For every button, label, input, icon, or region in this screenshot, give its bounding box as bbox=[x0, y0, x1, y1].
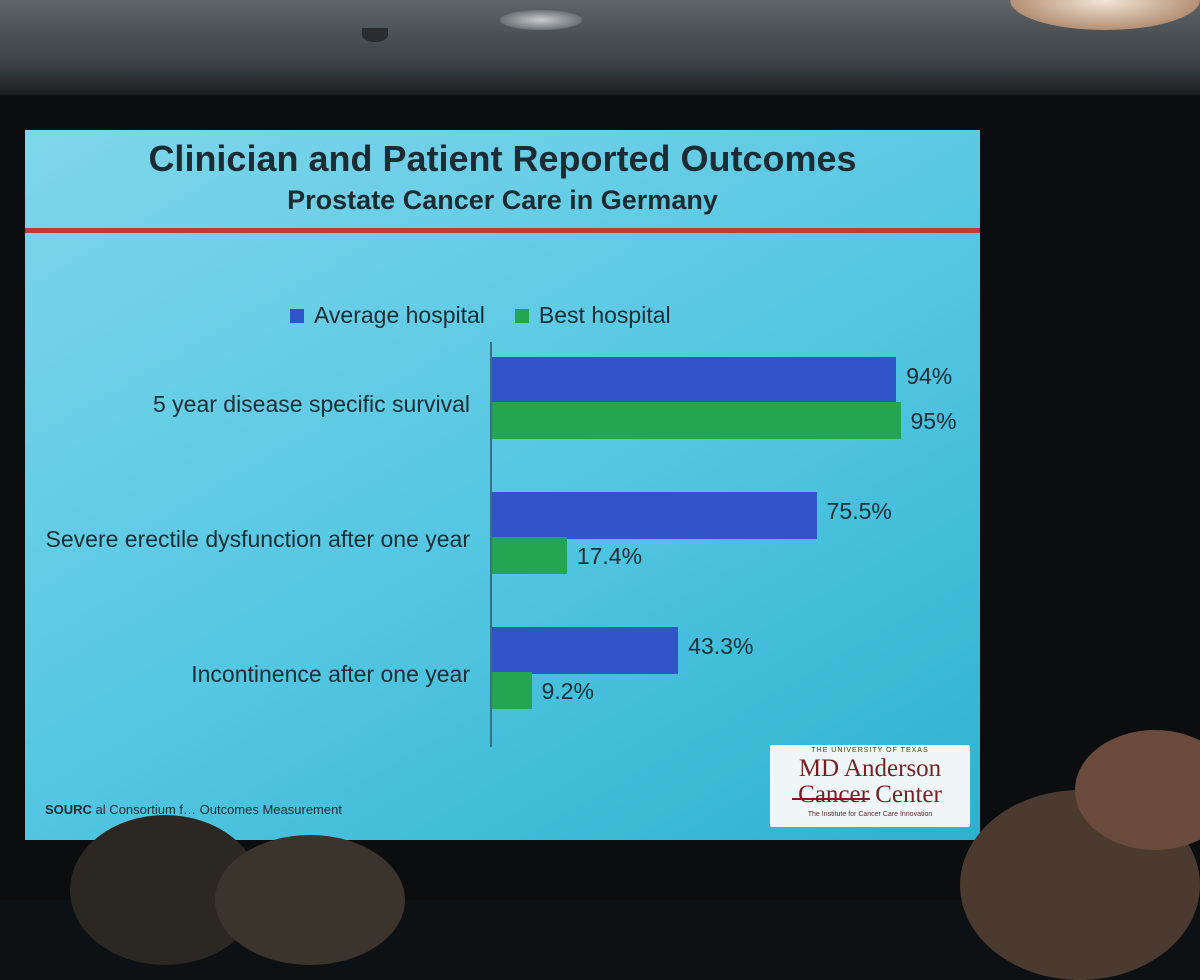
chart-title: Clinician and Patient Reported Outcomes bbox=[148, 138, 857, 179]
chart-legend: Average hospital Best hospital bbox=[290, 302, 671, 329]
category-label: Severe erectile dysfunction after one ye… bbox=[45, 526, 470, 552]
source-prefix: SOURC bbox=[45, 802, 92, 817]
ceiling-sprinkler bbox=[362, 28, 388, 42]
data-label: 94% bbox=[906, 363, 953, 389]
logo-line-1: MD Anderson bbox=[798, 755, 942, 782]
logo-tagline: The Institute for Cancer Care Innovation bbox=[807, 811, 933, 818]
legend-label-average: Average hospital bbox=[314, 302, 485, 328]
bar-best bbox=[492, 537, 567, 574]
room-ceiling bbox=[0, 0, 1200, 95]
presentation-slide: Clinician and Patient Reported Outcomes … bbox=[25, 130, 980, 840]
data-label: 75.5% bbox=[826, 498, 892, 524]
chart-subtitle: Prostate Cancer Care in Germany bbox=[287, 185, 718, 215]
data-label: 43.3% bbox=[688, 633, 754, 659]
legend-swatch-average bbox=[290, 308, 304, 323]
data-label: 9.2% bbox=[541, 678, 594, 704]
title-divider bbox=[25, 228, 980, 233]
category-label: 5 year disease specific survival bbox=[152, 391, 470, 417]
ceiling-light bbox=[500, 10, 582, 30]
category-axis-line bbox=[490, 342, 492, 747]
md-anderson-logo: THE UNIVERSITY OF TEXAS MD Anderson Canc… bbox=[770, 745, 970, 827]
logo-line-2: Cancer Center bbox=[798, 781, 942, 808]
logo-university-text: THE UNIVERSITY OF TEXAS bbox=[811, 747, 929, 754]
logo-strike-mark bbox=[792, 798, 870, 800]
category-label: Incontinence after one year bbox=[191, 661, 470, 687]
legend-item-best: Best hospital bbox=[514, 302, 671, 329]
legend-label-best: Best hospital bbox=[538, 302, 671, 328]
audience-head bbox=[215, 835, 405, 965]
data-label: 17.4% bbox=[576, 543, 643, 569]
legend-swatch-best bbox=[514, 308, 529, 323]
legend-item-average: Average hospital bbox=[290, 302, 485, 329]
source-text: al Consortium f… Outcomes Measurement bbox=[95, 802, 342, 817]
bar-average bbox=[492, 627, 679, 674]
data-label: 95% bbox=[910, 408, 957, 434]
source-note: SOURC al Consortium f… Outcomes Measurem… bbox=[45, 802, 342, 817]
audience-head bbox=[1075, 730, 1200, 850]
bar-best bbox=[492, 402, 901, 439]
bar-best bbox=[492, 672, 532, 709]
bar-average bbox=[492, 492, 817, 539]
bar-average bbox=[492, 357, 897, 404]
